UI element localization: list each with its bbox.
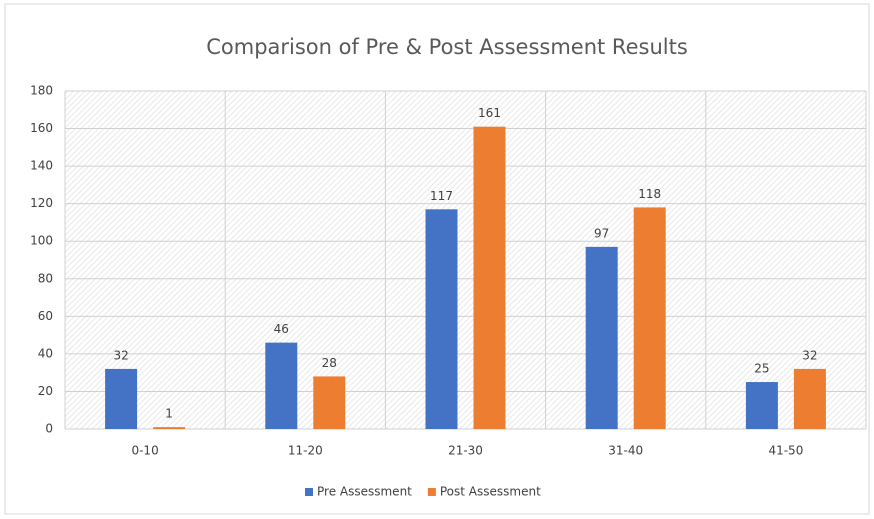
data-label: 161 xyxy=(478,106,501,120)
y-tick-label: 160 xyxy=(30,121,53,135)
legend-swatch xyxy=(427,488,436,496)
y-tick-label: 120 xyxy=(30,196,53,210)
data-label: 117 xyxy=(430,189,453,203)
data-label: 25 xyxy=(754,362,769,376)
y-tick-label: 60 xyxy=(38,309,53,323)
chart-title: Comparison of Pre & Post Assessment Resu… xyxy=(206,35,688,59)
data-label: 118 xyxy=(638,187,661,201)
x-tick-label: 11-20 xyxy=(288,444,323,458)
legend-label: Pre Assessment xyxy=(317,485,412,499)
y-tick-label: 100 xyxy=(30,234,53,248)
legend-label: Post Assessment xyxy=(440,485,541,499)
y-tick-label: 40 xyxy=(38,346,53,360)
plot-area xyxy=(65,91,866,429)
bar xyxy=(313,376,346,429)
bar xyxy=(793,368,826,429)
x-tick-label: 21-30 xyxy=(448,444,483,458)
data-label: 28 xyxy=(322,356,337,370)
bar xyxy=(105,368,138,429)
bar xyxy=(265,342,298,429)
data-label: 46 xyxy=(274,322,289,336)
legend-swatch xyxy=(305,488,313,496)
x-tick-label: 0-10 xyxy=(131,444,158,458)
data-label: 1 xyxy=(165,407,173,421)
bar xyxy=(633,207,666,429)
y-tick-label: 80 xyxy=(38,271,53,285)
y-tick-label: 140 xyxy=(30,159,53,173)
data-label: 32 xyxy=(113,348,128,362)
y-tick-label: 20 xyxy=(38,384,53,398)
bar xyxy=(153,427,186,429)
bar xyxy=(473,126,506,429)
x-tick-label: 31-40 xyxy=(608,444,643,458)
x-tick-label: 41-50 xyxy=(768,444,803,458)
y-tick-label: 0 xyxy=(45,422,53,436)
data-label: 97 xyxy=(594,226,609,240)
bar xyxy=(425,209,458,429)
data-label: 32 xyxy=(802,348,817,362)
bar xyxy=(585,246,618,429)
bar xyxy=(745,382,778,429)
y-tick-label: 180 xyxy=(30,84,53,98)
